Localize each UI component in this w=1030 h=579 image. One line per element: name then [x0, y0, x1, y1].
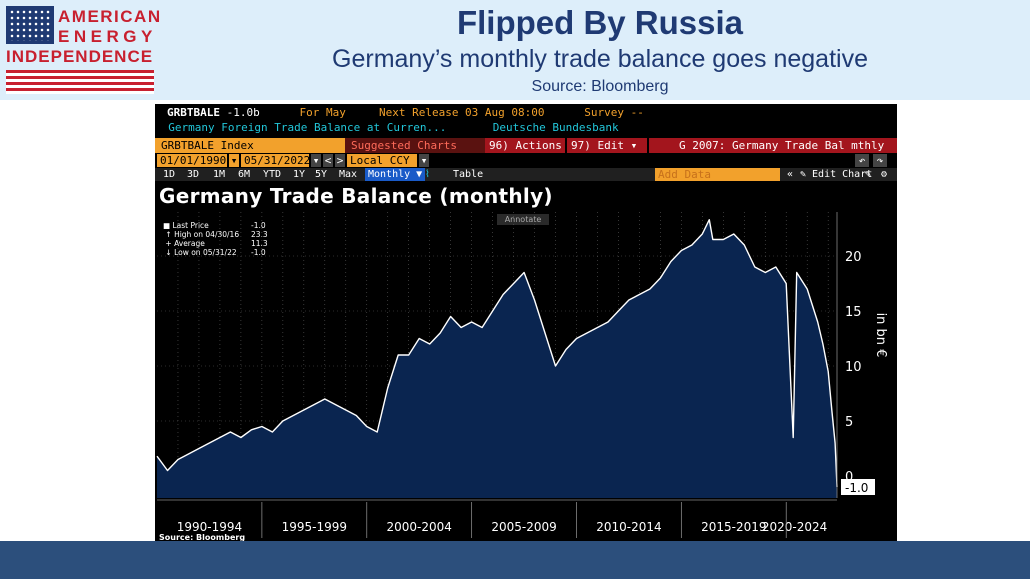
for-label: For May: [299, 106, 346, 119]
annotate-button[interactable]: Annotate: [497, 214, 549, 225]
logo-line-3: INDEPENDENCE: [6, 47, 154, 66]
page-title: Flipped By Russia: [456, 4, 744, 41]
range-6m[interactable]: 6M: [238, 169, 251, 180]
collapse-icon[interactable]: «: [787, 169, 794, 180]
series-line: [156, 219, 838, 488]
command-row: GRBTBALE Index Suggested Charts 96) Acti…: [155, 138, 897, 153]
last-value-label: -1.0: [845, 481, 868, 495]
add-data-input[interactable]: Add Data: [655, 168, 780, 181]
prev-period-button[interactable]: <: [323, 154, 333, 167]
y-tick-label: 5: [845, 415, 853, 430]
page-subtitle: Germany’s monthly trade balance goes neg…: [332, 45, 868, 73]
source-name: Deutsche Bundesbank: [492, 121, 619, 134]
index-label[interactable]: GRBTBALE Index: [155, 138, 345, 153]
range-1d[interactable]: 1D: [163, 169, 176, 180]
range-1y[interactable]: 1Y: [293, 169, 306, 180]
date-row: 01/01/1990 ▾ 05/31/2022 ▾ < > Local CCY …: [155, 154, 897, 167]
range-row: 1D 3D 1M 6M YTD 1Y 5Y Max Monthly ▼ ⌇ Ta…: [155, 168, 897, 181]
next-release: Next Release 03 Aug 08:00: [378, 106, 545, 119]
series-area: [157, 219, 837, 498]
currency-dropdown-icon[interactable]: ▾: [419, 154, 429, 167]
logo-line-2: ENERGY: [58, 27, 157, 46]
bloomberg-terminal: GRBTBALE -1.0b For May Next Release 03 A…: [155, 104, 897, 545]
end-date-input[interactable]: 05/31/2022: [241, 154, 310, 167]
y-tick-label: 10: [845, 360, 862, 375]
description-row: Germany Foreign Trade Balance at Curren.…: [155, 121, 897, 134]
table-button[interactable]: Table: [453, 169, 484, 180]
range-3d[interactable]: 3D: [187, 169, 200, 180]
logo-line-1: AMERICAN: [58, 7, 162, 26]
quote-row: GRBTBALE -1.0b For May Next Release 03 A…: [155, 106, 897, 119]
flag-icon: [6, 6, 54, 44]
chart-name: G 2007: Germany Trade Bal mthly: [649, 138, 897, 153]
x-period-label: 1995-1999: [282, 520, 347, 534]
chart-title: Germany Trade Balance (monthly): [159, 184, 553, 208]
trade-balance-chart: 0 5 10 15 20 in bn € -1.0 1990-1994 1995-1999 200…: [156, 212, 888, 538]
x-period-label: 2005-2009: [491, 520, 556, 534]
edit-chart-button[interactable]: ✎ Edit Chart: [800, 169, 873, 180]
x-period-label: 2010-2014: [596, 520, 661, 534]
y-axis-label: in bn €: [873, 313, 888, 358]
x-period-label: 2020-2024: [762, 520, 827, 534]
legend-last-price: ■ Last Price -1.0: [163, 221, 266, 230]
undo-icon[interactable]: ↶: [855, 154, 869, 167]
survey: Survey --: [584, 106, 644, 119]
legend-low: ↓ Low on 05/31/22 -1.0: [163, 248, 266, 257]
range-ytd[interactable]: YTD: [263, 169, 282, 180]
footer-band: [0, 541, 1030, 579]
redo-icon[interactable]: ↷: [873, 154, 887, 167]
frequency-select[interactable]: Monthly ▼: [365, 168, 426, 181]
next-period-button[interactable]: >: [335, 154, 345, 167]
y-tick-label: 0: [845, 470, 853, 485]
x-period-label: 2015-2019: [701, 520, 766, 534]
page-source: Source: Bloomberg: [531, 78, 669, 95]
range-1m[interactable]: 1M: [213, 169, 226, 180]
start-date-dropdown[interactable]: ▾: [229, 154, 239, 167]
y-tick-label: 15: [845, 305, 862, 320]
gear-icon[interactable]: ⚙: [881, 169, 888, 180]
ticker: GRBTBALE: [167, 106, 220, 119]
logo: AMERICAN ENERGY INDEPENDENCE: [6, 6, 160, 94]
logo-stripes: [6, 70, 154, 94]
start-date-input[interactable]: 01/01/1990: [157, 154, 227, 167]
description: Germany Foreign Trade Balance at Curren.…: [168, 121, 447, 134]
range-5y[interactable]: 5Y: [315, 169, 328, 180]
range-max[interactable]: Max: [339, 169, 358, 180]
x-period-label: 1990-1994: [177, 520, 242, 534]
legend-average: + Average 11.3: [163, 239, 268, 248]
legend-high: ↑ High on 04/30/16 23.3: [163, 230, 268, 239]
line-chart-icon[interactable]: ⌇: [425, 169, 430, 180]
x-period-label: 2000-2004: [386, 520, 451, 534]
edit-menu[interactable]: 97) Edit ▾: [567, 138, 647, 153]
y-tick-label: 20: [845, 250, 862, 265]
chart-legend: ■ Last Price -1.0 ↑ High on 04/30/16 23.3 …: [163, 221, 268, 257]
last-value-tag: [841, 479, 875, 495]
pencil-icon[interactable]: ✎: [865, 169, 872, 180]
header-band: [0, 0, 1030, 100]
end-date-dropdown[interactable]: ▾: [311, 154, 321, 167]
suggested-charts-button[interactable]: Suggested Charts: [345, 138, 485, 153]
currency-select[interactable]: Local CCY: [347, 154, 417, 167]
actions-menu[interactable]: 96) Actions ▾: [485, 138, 575, 153]
chart-source: Source: Bloomberg: [159, 533, 246, 542]
last-value: -1.0b: [226, 106, 260, 119]
